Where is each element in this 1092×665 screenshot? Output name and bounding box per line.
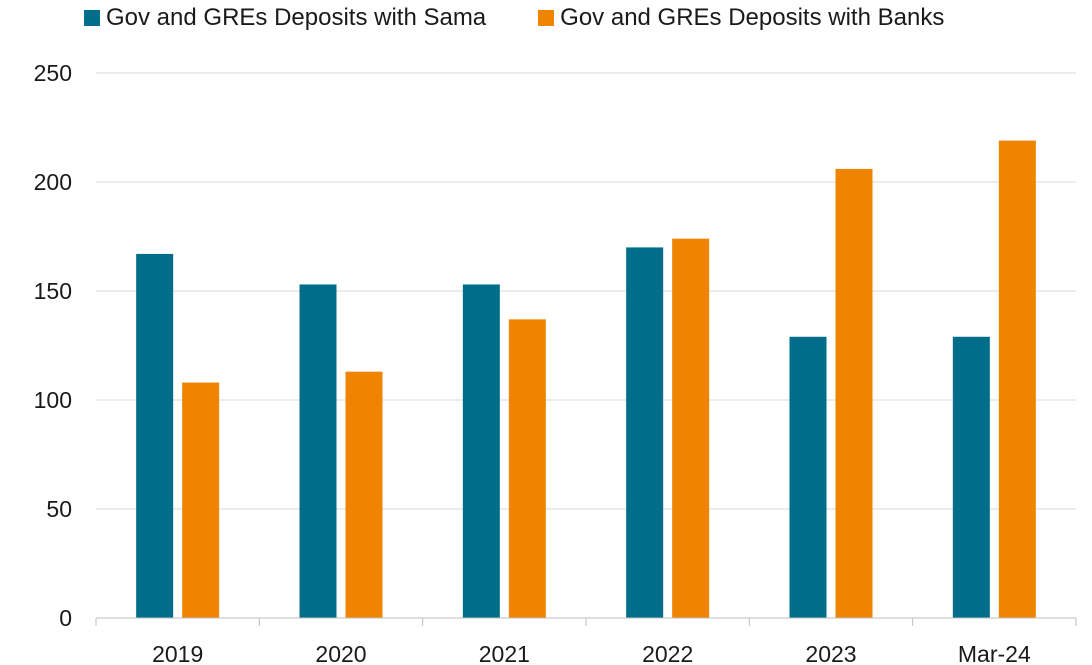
- bars: [136, 140, 1036, 619]
- legend-label-banks: Gov and GREs Deposits with Banks: [560, 4, 945, 31]
- bar-banks: [672, 238, 710, 618]
- legend-swatch-sama: [84, 10, 100, 26]
- bar-banks: [998, 140, 1036, 618]
- gridlines: [96, 72, 1076, 510]
- axes: 0 50 100 150 200 250 2019 2020 2021 2022 2023 Mar-2…: [34, 60, 1077, 665]
- x-tick-label: 2019: [152, 641, 203, 665]
- legend-item-banks: Gov and GREs Deposits with Banks: [538, 4, 944, 32]
- y-tick-label: 250: [34, 60, 72, 86]
- y-tick-label: 100: [34, 387, 72, 413]
- bar-sama: [136, 253, 174, 618]
- y-tick-label: 200: [34, 169, 72, 195]
- x-tick-label: 2021: [479, 641, 530, 665]
- chart-legend: Gov and GREs Deposits with Sama Gov and …: [84, 4, 996, 32]
- bar-sama: [626, 247, 664, 618]
- bar-banks: [182, 382, 220, 618]
- bar-sama: [299, 284, 337, 618]
- bar-banks: [508, 319, 546, 618]
- bar-banks: [835, 168, 873, 619]
- bar-sama: [789, 336, 827, 618]
- legend-swatch-banks: [538, 10, 555, 26]
- x-tick-label: Mar-24: [958, 641, 1031, 665]
- legend-item-sama: Gov and GREs Deposits with Sama: [84, 4, 486, 32]
- bar-banks: [345, 371, 383, 618]
- legend-label-sama: Gov and GREs Deposits with Sama: [106, 4, 487, 31]
- y-tick-label: 0: [59, 605, 72, 631]
- x-tick-label: 2020: [315, 641, 366, 665]
- x-tick-label: 2022: [642, 641, 693, 665]
- bar-sama: [462, 284, 500, 618]
- bar-sama: [952, 336, 990, 618]
- x-tick-label: 2023: [805, 641, 856, 665]
- y-tick-label: 50: [46, 496, 72, 522]
- y-tick-label: 150: [34, 278, 72, 304]
